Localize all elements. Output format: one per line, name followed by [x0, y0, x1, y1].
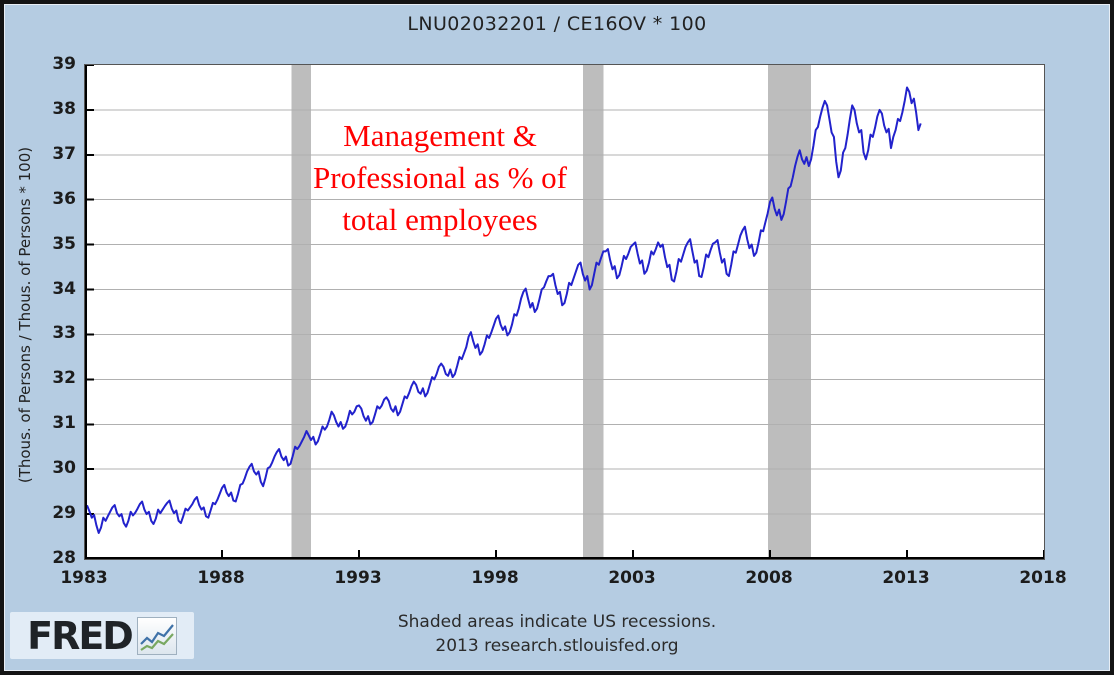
- y-tick-label: 30: [52, 458, 76, 479]
- y-tick-label: 31: [52, 413, 76, 434]
- chart-canvas: [85, 65, 1044, 559]
- fred-logo: FRED: [10, 612, 194, 659]
- fred-logo-text: FRED: [27, 613, 134, 658]
- y-tick-label: 28: [52, 548, 76, 568]
- y-tick-label: 38: [52, 98, 76, 119]
- source-note: 2013 research.stlouisfed.org: [435, 636, 679, 656]
- x-tick-label: 2003: [608, 568, 656, 588]
- y-tick-label: 32: [52, 368, 76, 389]
- x-tick-label: 2018: [1019, 568, 1067, 588]
- recession-band: [767, 65, 812, 559]
- recession-band: [291, 65, 312, 559]
- chart-annotation: Management & Professional as % of total em…: [225, 115, 655, 241]
- y-tick-label: 36: [52, 188, 76, 209]
- annotation-line: total employees: [342, 202, 538, 237]
- y-tick-label: 33: [52, 323, 76, 344]
- x-tick-label: 1993: [334, 568, 382, 588]
- x-tick-label: 2013: [882, 568, 930, 588]
- y-tick-label: 39: [52, 54, 76, 74]
- x-tick-label: 1988: [197, 568, 245, 588]
- x-tick-label: 1998: [471, 568, 519, 588]
- plot-area: Management & Professional as % of total em…: [84, 64, 1045, 560]
- x-tick-label: 2008: [745, 568, 793, 588]
- y-tick-label: 29: [52, 503, 76, 524]
- y-tick-label: 35: [52, 233, 76, 254]
- y-tick-label: 34: [52, 278, 76, 299]
- data-line: [85, 86, 922, 534]
- chart-title: LNU02032201 / CE16OV * 100: [407, 13, 707, 35]
- y-tick-label: 37: [52, 143, 76, 164]
- x-tick-label: 1983: [60, 568, 108, 588]
- annotation-line: Management &: [343, 118, 537, 153]
- line-chart-icon: [136, 616, 177, 655]
- recession-band: [582, 65, 604, 559]
- annotation-line: Professional as % of: [313, 160, 567, 195]
- recession-note: Shaded areas indicate US recessions.: [397, 612, 717, 632]
